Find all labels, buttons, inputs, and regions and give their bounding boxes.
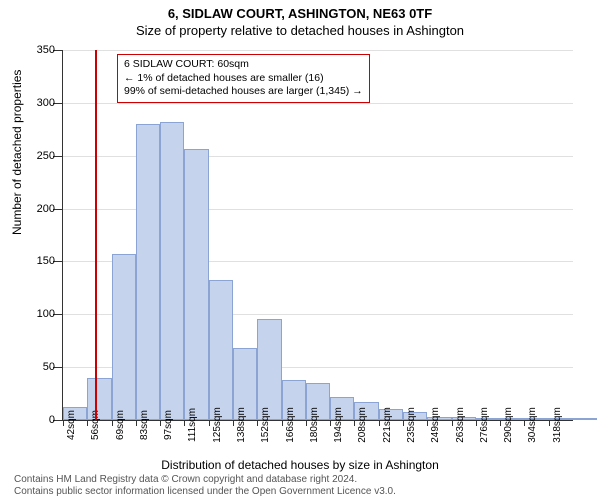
x-tick <box>354 420 355 426</box>
x-tick <box>184 420 185 426</box>
info-line-3: 99% of semi-detached houses are larger (… <box>124 85 363 99</box>
x-tick-label: 221sqm <box>382 407 393 443</box>
x-tick <box>209 420 210 426</box>
x-tick-label: 69sqm <box>115 410 126 440</box>
x-tick-label: 42sqm <box>66 410 77 440</box>
histogram-bar <box>184 149 208 420</box>
x-tick <box>233 420 234 426</box>
x-tick <box>112 420 113 426</box>
grid-line <box>63 103 573 104</box>
x-tick-label: 318sqm <box>552 407 563 443</box>
histogram-bar <box>160 122 184 420</box>
x-tick <box>282 420 283 426</box>
x-tick <box>306 420 307 426</box>
x-tick-label: 83sqm <box>139 410 150 440</box>
histogram-chart: 05010015020025030035042sqm56sqm69sqm83sq… <box>62 50 573 421</box>
x-tick <box>500 420 501 426</box>
x-tick-label: 166sqm <box>285 407 296 443</box>
x-axis-title: Distribution of detached houses by size … <box>0 458 600 472</box>
y-tick-label: 250 <box>21 150 55 162</box>
x-tick <box>549 420 550 426</box>
y-tick-label: 350 <box>21 44 55 56</box>
x-tick <box>476 420 477 426</box>
x-tick <box>160 420 161 426</box>
histogram-bar <box>257 319 281 420</box>
x-tick-label: 180sqm <box>309 407 320 443</box>
histogram-bar <box>209 280 233 420</box>
x-tick <box>452 420 453 426</box>
x-tick <box>257 420 258 426</box>
x-tick <box>136 420 137 426</box>
property-marker-line <box>95 50 97 420</box>
chart-title-sub: Size of property relative to detached ho… <box>0 21 600 42</box>
info-line-1: 6 SIDLAW COURT: 60sqm <box>124 58 363 72</box>
x-tick-label: 208sqm <box>357 407 368 443</box>
y-tick-label: 200 <box>21 203 55 215</box>
x-tick-label: 97sqm <box>163 410 174 440</box>
x-tick <box>524 420 525 426</box>
footer-line-1: Contains HM Land Registry data © Crown c… <box>14 474 396 486</box>
x-tick-label: 111sqm <box>187 408 198 442</box>
x-tick-label: 125sqm <box>212 407 223 443</box>
x-tick-label: 249sqm <box>430 407 441 443</box>
histogram-bar <box>112 254 136 420</box>
info-line-2: ← 1% of detached houses are smaller (16) <box>124 72 363 86</box>
x-tick-label: 304sqm <box>527 407 538 443</box>
footer-line-2: Contains public sector information licen… <box>14 486 396 498</box>
grid-line <box>63 50 573 51</box>
info-box: 6 SIDLAW COURT: 60sqm ← 1% of detached h… <box>117 54 370 103</box>
x-tick-label: 290sqm <box>503 407 514 443</box>
x-tick <box>330 420 331 426</box>
x-tick-label: 276sqm <box>479 407 490 443</box>
chart-title-main: 6, SIDLAW COURT, ASHINGTON, NE63 0TF <box>0 0 600 21</box>
x-tick-label: 152sqm <box>260 407 271 443</box>
histogram-bar <box>573 418 597 420</box>
x-tick-label: 194sqm <box>333 407 344 443</box>
y-tick-label: 100 <box>21 308 55 320</box>
x-tick <box>379 420 380 426</box>
histogram-bar <box>136 124 160 420</box>
footer-attribution: Contains HM Land Registry data © Crown c… <box>14 474 396 498</box>
x-tick <box>427 420 428 426</box>
y-tick-label: 0 <box>21 414 55 426</box>
x-tick <box>63 420 64 426</box>
x-tick-label: 235sqm <box>406 407 417 443</box>
y-tick-label: 150 <box>21 255 55 267</box>
x-tick-label: 263sqm <box>455 407 466 443</box>
y-tick-label: 50 <box>21 361 55 373</box>
x-tick-label: 138sqm <box>236 407 247 443</box>
x-tick <box>403 420 404 426</box>
x-tick <box>87 420 88 426</box>
y-tick-label: 300 <box>21 97 55 109</box>
